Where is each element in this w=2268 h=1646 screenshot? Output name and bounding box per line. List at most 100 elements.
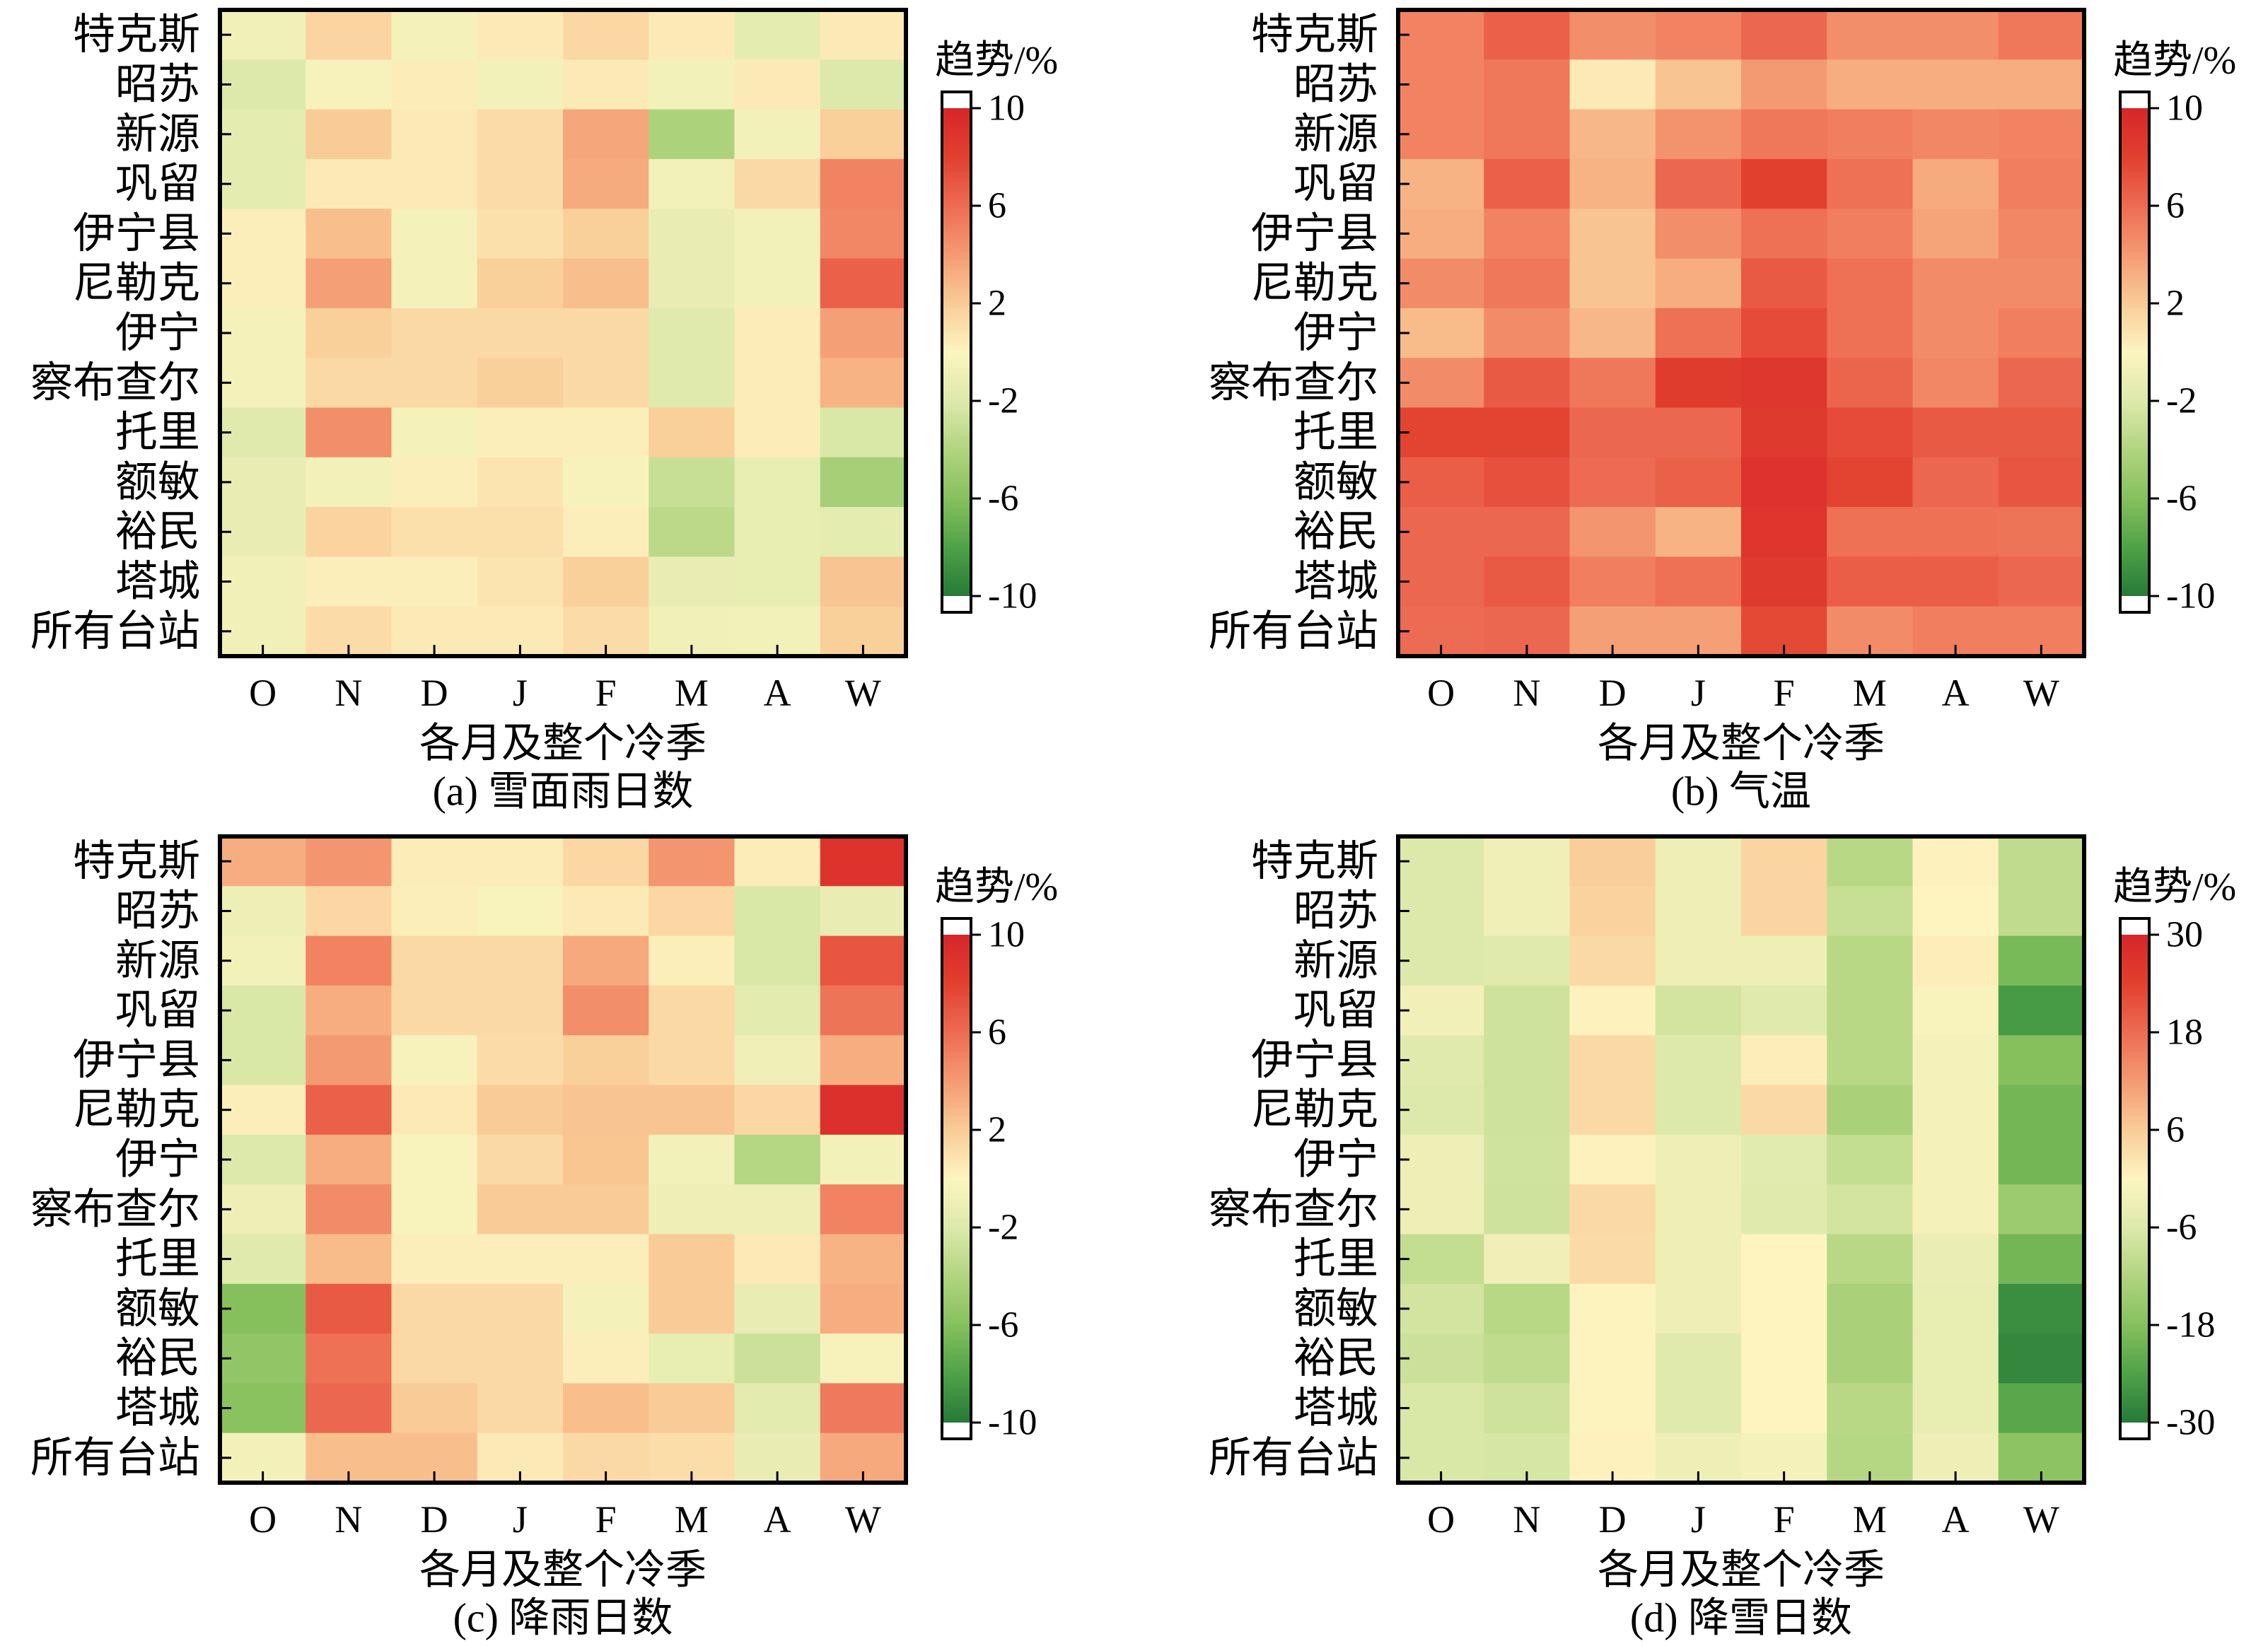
heatmap-cell (563, 109, 649, 160)
heatmap-cell (1827, 507, 1914, 557)
heatmap-cell (306, 308, 392, 358)
heatmap-cell (649, 886, 735, 937)
heatmap-cell (1827, 1333, 1914, 1384)
heatmap-cell (477, 457, 564, 508)
heatmap-cell (1912, 209, 1999, 259)
heatmap-cell (477, 209, 564, 259)
heatmap-cell (220, 109, 306, 160)
heatmap-cell (1741, 308, 1827, 358)
heatmap-cell (1741, 457, 1827, 508)
colorbar-tick-label: -30 (2166, 1403, 2215, 1443)
colorbar-extend-bottom (942, 1423, 971, 1439)
x-tick-label: D (421, 1498, 448, 1541)
y-tick-label: 特克斯 (73, 838, 200, 885)
heatmap-frame (1396, 8, 2086, 658)
heatmap-cell (477, 1035, 564, 1086)
heatmap-cell (1655, 1134, 1742, 1185)
colorbar-tick-label: -10 (988, 1403, 1037, 1443)
heatmap-cell (477, 1234, 564, 1285)
heatmap-cell (1998, 886, 2085, 937)
heatmap-cell (306, 109, 392, 160)
heatmap-cell (391, 158, 478, 209)
heatmap-cell (563, 158, 649, 209)
heatmap-cell (1827, 10, 1914, 60)
x-tick-label: A (764, 1498, 791, 1541)
y-tick-label: 裕民 (115, 1335, 200, 1382)
heatmap-cell (1655, 59, 1742, 110)
colorbar-tick-label: -2 (2166, 381, 2197, 421)
heatmap-cell (1655, 1085, 1742, 1136)
heatmap-cell (1827, 1383, 1914, 1434)
colorbar-tick-label: 6 (988, 1012, 1006, 1053)
heatmap-cell (1912, 358, 1999, 409)
x-tick-label: O (1427, 1498, 1455, 1541)
y-tick-label: 伊宁县 (73, 1037, 200, 1083)
x-tick-label: F (595, 1498, 617, 1541)
heatmap-cell (1998, 407, 2085, 458)
heatmap-cell (563, 886, 649, 937)
heatmap-cell (1655, 407, 1742, 458)
heatmap-cell (220, 935, 306, 986)
heatmap-cell (1827, 1035, 1914, 1086)
heatmap-cell (1398, 407, 1484, 458)
y-tick-label: 伊宁 (115, 1136, 200, 1183)
heatmap-cell (734, 158, 821, 209)
heatmap-cell (1741, 10, 1827, 60)
heatmap-cell (1484, 1184, 1571, 1235)
x-tick-label: D (1599, 672, 1627, 714)
heatmap-cell (1655, 1035, 1742, 1086)
x-tick-label: M (675, 672, 709, 714)
heatmap-cell (391, 358, 478, 409)
heatmap-frame (218, 834, 908, 1485)
heatmap-cell (1998, 1234, 2085, 1285)
heatmap-cell (563, 507, 649, 557)
heatmap-cell (649, 358, 735, 409)
heatmap-cell (1569, 556, 1656, 607)
x-tick-label: A (1942, 1498, 1970, 1541)
x-tick-label: F (1774, 1498, 1795, 1541)
heatmap-cell (1998, 209, 2085, 259)
y-tick-label: 新源 (115, 938, 200, 984)
y-tick-label: 托里 (1293, 409, 1378, 456)
colorbar-tick-label: 10 (988, 915, 1025, 955)
heatmap-cell (1998, 258, 2085, 309)
heatmap-cell (563, 457, 649, 508)
heatmap-cell (306, 935, 392, 986)
heatmap-cell (306, 407, 392, 458)
panel-caption: (c) 降雨日数 (453, 1595, 673, 1641)
heatmap-cell (820, 258, 907, 309)
heatmap-cell (1998, 158, 2085, 209)
heatmap-cell (1484, 985, 1571, 1036)
heatmap-cell (563, 1134, 649, 1185)
y-tick-label: 昭苏 (1293, 887, 1378, 934)
heatmap-cell (1741, 59, 1827, 110)
y-tick-label: 尼勒克 (73, 260, 200, 307)
heatmap-cell (477, 308, 564, 358)
heatmap-cell (306, 1283, 392, 1334)
colorbar-extend-top (942, 918, 971, 935)
x-tick-label: O (249, 1498, 277, 1541)
heatmap-cell (391, 10, 478, 60)
heatmap-cell (1827, 1134, 1914, 1185)
heatmap-cell (1827, 407, 1914, 458)
colorbar-tick-label: 6 (2166, 186, 2185, 226)
colorbar-gradient (2120, 108, 2149, 596)
heatmap-cell (734, 109, 821, 160)
heatmap-cell (1484, 158, 1571, 209)
colorbar: 10 6 2 -2 -6 -10 趋势/% (2113, 39, 2236, 617)
heatmap-cell (306, 209, 392, 259)
x-tick-label: F (595, 672, 617, 714)
heatmap-cell (820, 1184, 907, 1235)
x-tick-label: D (1599, 1498, 1627, 1541)
heatmap-cell (306, 1333, 392, 1384)
heatmap-cell (220, 10, 306, 60)
colorbar-tick-label: 18 (2166, 1012, 2203, 1053)
y-tick-label: 昭苏 (1293, 61, 1378, 107)
y-tick-label: 所有台站 (1209, 1435, 1378, 1481)
heatmap-cell (1912, 109, 1999, 160)
heatmap-cell (477, 1134, 564, 1185)
heatmap-cell (306, 258, 392, 309)
heatmap-cell (477, 10, 564, 60)
colorbar-gradient (942, 935, 971, 1423)
